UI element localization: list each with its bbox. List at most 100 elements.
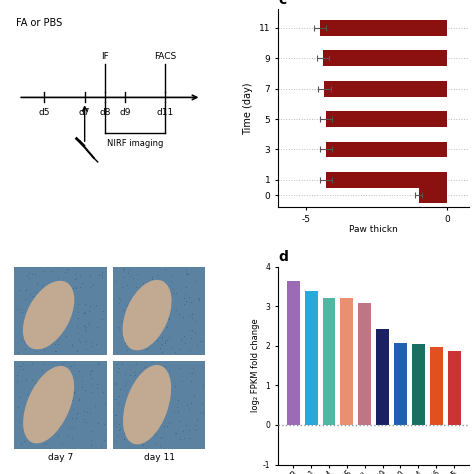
Point [39, 268, 47, 275]
Point [199, 409, 207, 417]
Point [111, 380, 119, 387]
Point [131, 339, 139, 346]
Point [54, 340, 62, 347]
Point [137, 369, 145, 377]
Point [13, 371, 21, 379]
Point [75, 335, 82, 343]
Point [33, 279, 41, 287]
Point [89, 342, 96, 349]
Point [82, 328, 90, 335]
Point [156, 394, 164, 401]
Point [163, 337, 171, 344]
Text: d8: d8 [99, 108, 110, 117]
Point [64, 432, 72, 439]
Point [41, 337, 49, 345]
Point [158, 298, 166, 305]
Point [101, 400, 109, 407]
Point [115, 324, 122, 331]
Point [162, 363, 169, 370]
Point [182, 290, 189, 298]
Text: d11: d11 [156, 108, 174, 117]
Point [125, 426, 133, 434]
Point [192, 277, 200, 285]
Point [16, 305, 24, 313]
Point [18, 336, 25, 344]
Point [74, 329, 82, 337]
Point [149, 376, 157, 383]
Point [31, 414, 38, 421]
Text: d7: d7 [79, 108, 91, 117]
Point [80, 310, 87, 317]
Point [63, 406, 70, 413]
Point [134, 381, 142, 388]
Point [162, 265, 169, 273]
Point [63, 305, 70, 313]
Point [61, 381, 69, 389]
Point [69, 405, 77, 412]
Point [148, 284, 155, 292]
Point [19, 365, 27, 373]
Point [46, 282, 54, 289]
Point [57, 404, 64, 411]
Point [144, 279, 151, 286]
Point [14, 378, 21, 385]
Point [49, 328, 56, 336]
Point [73, 409, 81, 417]
Point [72, 270, 79, 278]
Point [99, 308, 107, 315]
Point [54, 321, 62, 328]
Point [30, 314, 38, 321]
Point [152, 394, 159, 401]
Point [148, 275, 155, 283]
Point [62, 332, 70, 340]
Point [100, 436, 108, 443]
Point [87, 410, 94, 417]
Point [82, 309, 89, 317]
Point [88, 366, 96, 374]
Point [94, 419, 101, 427]
Point [199, 381, 207, 389]
Bar [107, 267, 113, 449]
Point [99, 270, 106, 278]
Point [74, 300, 82, 308]
Point [85, 307, 92, 314]
Point [52, 332, 60, 340]
Point [155, 324, 163, 332]
Point [26, 312, 34, 319]
Point [52, 383, 60, 390]
Point [164, 291, 171, 299]
Point [42, 439, 50, 447]
Point [62, 293, 69, 301]
Point [17, 440, 25, 447]
Point [68, 287, 76, 294]
Point [23, 286, 30, 293]
Point [157, 340, 165, 347]
Point [198, 362, 206, 370]
Point [85, 320, 93, 328]
Point [76, 283, 84, 291]
Point [112, 422, 120, 430]
Point [91, 402, 99, 410]
Point [37, 411, 45, 419]
Bar [14, 361, 107, 449]
Point [55, 293, 62, 301]
Point [187, 369, 194, 376]
Point [164, 288, 171, 295]
Point [27, 434, 35, 441]
Point [156, 398, 164, 406]
Point [30, 327, 37, 334]
Point [29, 406, 37, 414]
Point [148, 401, 155, 409]
Point [20, 338, 27, 346]
Point [13, 377, 20, 384]
Point [179, 313, 186, 320]
Point [130, 379, 137, 386]
Point [69, 423, 77, 430]
Bar [326, 111, 447, 127]
Point [114, 368, 122, 376]
Point [98, 443, 105, 450]
Point [192, 421, 200, 428]
Point [136, 289, 144, 296]
Point [64, 299, 72, 306]
Point [65, 367, 73, 374]
